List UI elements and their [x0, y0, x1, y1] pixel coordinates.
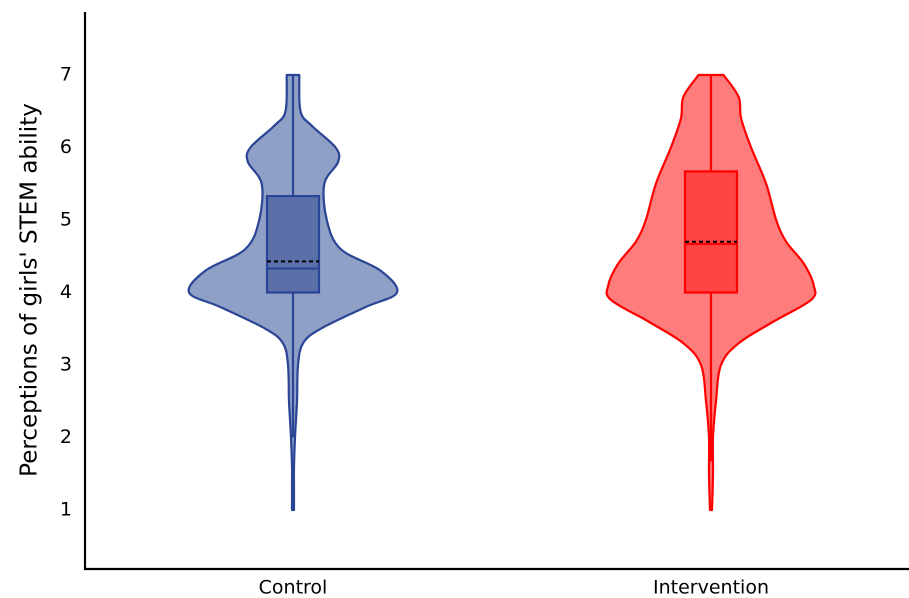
iqr-box [267, 196, 319, 292]
y-axis-title: Perceptions of girls' STEM ability [17, 103, 43, 477]
x-category-label: Intervention [653, 577, 769, 598]
y-tick-label: 2 [60, 426, 72, 448]
y-tick-label: 5 [60, 209, 72, 231]
violin-group-intervention [607, 75, 816, 510]
iqr-box [685, 171, 737, 292]
x-category-labels: Control Intervention [259, 577, 769, 598]
y-tick-label: 4 [60, 281, 72, 303]
y-tick-label: 7 [60, 64, 72, 86]
x-category-label: Control [259, 577, 328, 598]
violin-group-control [189, 75, 398, 510]
y-tick-labels: 1 2 3 4 5 6 7 [60, 64, 72, 521]
y-tick-label: 3 [60, 354, 72, 376]
y-tick-label: 6 [60, 136, 72, 158]
y-tick-label: 1 [60, 499, 72, 521]
plot-area [189, 75, 816, 510]
